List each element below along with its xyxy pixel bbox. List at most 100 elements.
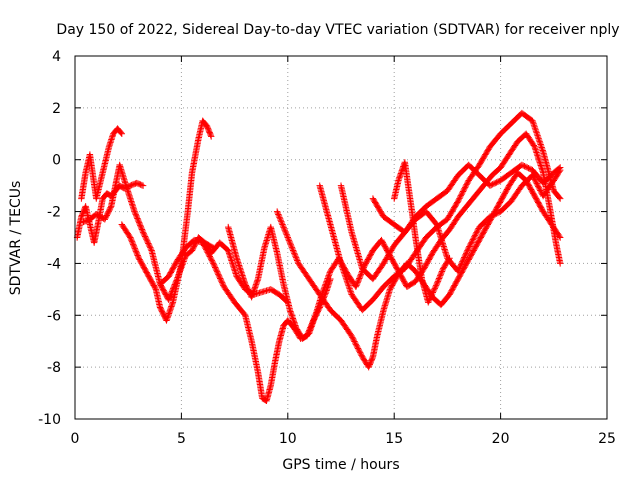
data-point: [136, 220, 143, 228]
data-point: [207, 254, 214, 262]
data-point: [354, 345, 362, 352]
data-point: [438, 269, 445, 277]
data-point: [165, 295, 173, 302]
data-point: [273, 208, 281, 215]
data-point: [275, 212, 283, 220]
data-point: [138, 224, 145, 232]
data-point: [338, 261, 345, 269]
data-point: [353, 280, 361, 288]
data-point: [432, 283, 439, 291]
data-point: [467, 240, 475, 247]
data-point: [349, 335, 357, 342]
x-tick-label: 5: [177, 431, 186, 447]
data-point: [202, 245, 209, 252]
data-point: [325, 273, 332, 281]
data-point: [436, 273, 443, 281]
data-point: [284, 232, 291, 240]
data-point: [463, 248, 471, 256]
data-point: [211, 262, 218, 270]
data-point: [218, 278, 225, 285]
data-point: [435, 275, 443, 282]
data-point: [488, 212, 495, 220]
data-point: [357, 350, 365, 358]
data-point: [456, 263, 464, 271]
data-point: [492, 179, 499, 187]
data-point: [531, 176, 538, 183]
data-point: [460, 255, 467, 263]
y-tick-label: -6: [47, 308, 61, 324]
data-point: [213, 267, 220, 274]
data-point: [276, 215, 284, 222]
data-point: [530, 120, 537, 127]
data-point: [454, 198, 462, 205]
data-point: [530, 174, 538, 182]
data-point: [439, 266, 446, 274]
data-point: [142, 234, 149, 242]
data-point: [469, 236, 477, 243]
data-point: [210, 260, 217, 267]
data-point: [107, 204, 114, 211]
data-point: [489, 181, 496, 188]
data-point: [126, 233, 133, 240]
y-tick-label: 4: [52, 49, 61, 65]
data-point: [326, 270, 333, 278]
data-point: [342, 275, 350, 282]
data-point: [347, 289, 355, 297]
data-point: [435, 276, 442, 284]
data-point: [438, 268, 446, 275]
x-tick-label: 10: [279, 431, 297, 447]
data-point: [218, 279, 226, 286]
data-point: [493, 210, 500, 217]
data-point: [208, 257, 216, 264]
data-point: [354, 279, 361, 286]
data-point: [348, 332, 355, 340]
data-point: [345, 282, 352, 289]
data-point: [459, 257, 467, 264]
data-point: [461, 254, 468, 261]
data-point: [279, 222, 287, 230]
data-point: [356, 348, 363, 355]
data-point: [468, 239, 475, 246]
data-point: [291, 250, 298, 257]
data-point: [531, 125, 539, 132]
data-point: [345, 283, 353, 291]
data-point: [139, 182, 147, 189]
data-point: [494, 209, 502, 217]
data-point: [143, 236, 150, 243]
data-point: [145, 240, 152, 247]
data-point: [291, 251, 299, 258]
data-point: [488, 181, 495, 189]
data-point: [537, 187, 544, 194]
data-point: [215, 271, 222, 278]
series-arc-4: [118, 117, 215, 324]
data-point: [204, 249, 211, 256]
data-point: [473, 228, 481, 235]
data-point: [533, 129, 540, 136]
data-point: [462, 251, 469, 258]
data-point: [135, 253, 142, 261]
data-point: [425, 299, 432, 306]
data-point: [461, 185, 468, 192]
data-point: [532, 177, 539, 185]
data-point: [200, 242, 208, 249]
data-point: [537, 141, 544, 148]
data-point: [200, 240, 207, 248]
data-point: [533, 130, 541, 138]
data-point: [199, 239, 206, 246]
data-point: [346, 286, 354, 294]
data-point: [530, 122, 538, 129]
data-point: [201, 243, 209, 251]
x-tick-label: 25: [598, 431, 616, 447]
data-point: [556, 195, 564, 202]
data-point: [133, 212, 140, 219]
data-point: [278, 218, 285, 225]
data-point: [428, 290, 436, 298]
data-point: [458, 259, 465, 267]
data-point: [535, 184, 543, 191]
data-point: [339, 264, 346, 272]
data-point: [455, 266, 462, 274]
data-point: [283, 231, 290, 238]
data-point: [356, 275, 363, 282]
y-axis-label: SDTVAR / TECUs: [8, 181, 24, 296]
